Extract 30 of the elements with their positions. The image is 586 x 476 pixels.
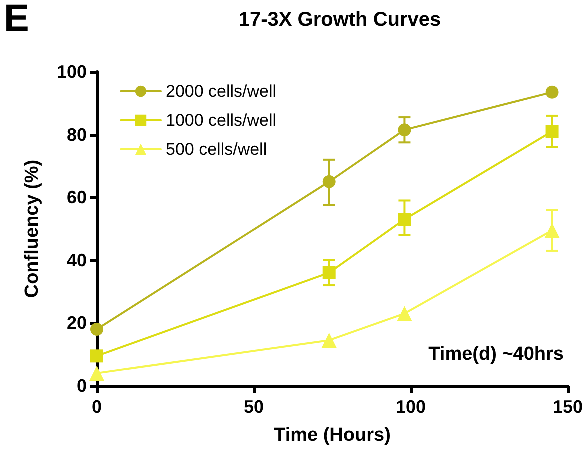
- y-tick-label: 60: [66, 188, 87, 208]
- y-tick-label: 80: [66, 124, 87, 145]
- point: [397, 306, 412, 322]
- point: [398, 124, 412, 137]
- legend-label: 1000 cells/well: [166, 111, 277, 130]
- y-tick-label: 100: [56, 62, 87, 82]
- x-tick-label: 0: [92, 397, 102, 417]
- x-tick-label: 100: [396, 397, 426, 417]
- y-tick-label: 20: [66, 313, 87, 334]
- y-axis-title: Confluency (%): [22, 160, 43, 298]
- point: [322, 266, 336, 280]
- chart-title: 17-3X Growth Curves: [238, 9, 442, 31]
- point: [322, 332, 337, 348]
- point: [90, 350, 104, 363]
- x-tick-label: 50: [244, 397, 264, 417]
- y-tick-label: 40: [66, 250, 87, 270]
- y-tick-label: 0: [76, 376, 87, 396]
- legend-label: 2000 cells/well: [166, 82, 277, 101]
- point: [322, 175, 336, 188]
- point: [546, 86, 559, 99]
- point: [546, 125, 559, 138]
- point: [544, 223, 560, 238]
- point: [90, 322, 104, 336]
- point: [398, 213, 412, 226]
- point: [90, 366, 104, 381]
- text: E: [4, 0, 30, 40]
- legend-label: 500 cells/well: [166, 140, 268, 159]
- x-axis-title: Time (Hours): [274, 425, 391, 446]
- annotation: Time(d) ~40hrs: [428, 344, 564, 365]
- x-tick-label: 150: [552, 397, 584, 417]
